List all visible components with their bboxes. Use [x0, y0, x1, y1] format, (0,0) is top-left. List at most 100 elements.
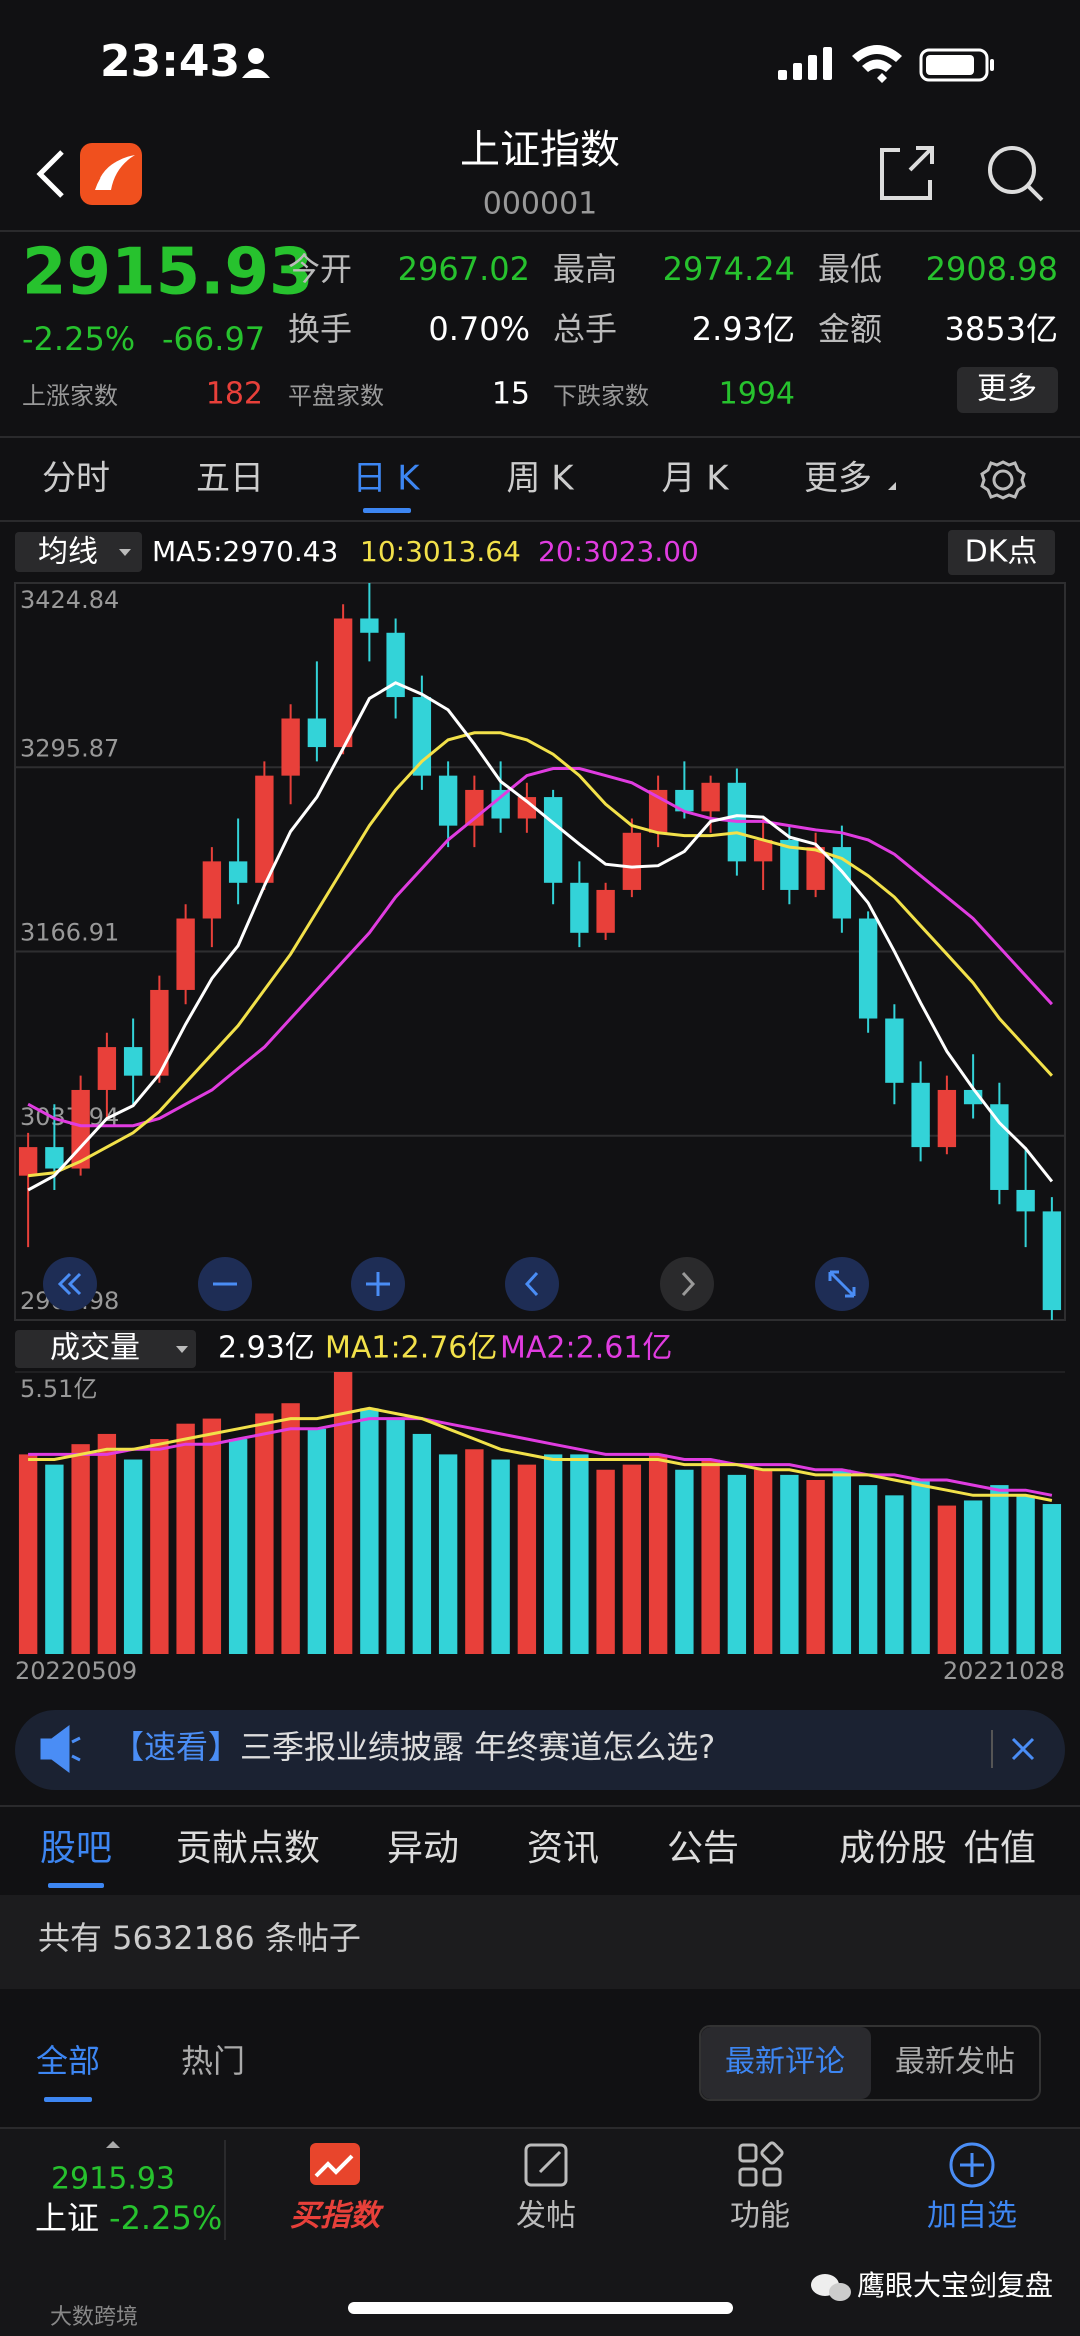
period-tab[interactable]: 日 K: [352, 459, 421, 499]
dk-button[interactable]: [948, 530, 1055, 575]
volume-bar: [438, 1454, 458, 1654]
period-tab[interactable]: 五日: [196, 459, 264, 499]
tab-underline: [48, 1883, 104, 1888]
section-tab[interactable]: 贡献点数: [176, 1828, 320, 1869]
nav-index-change: -2.25%: [109, 2199, 222, 2237]
dropdown-arrow: [176, 1346, 188, 1353]
candle-body: [543, 797, 563, 883]
section-tab[interactable]: 估值: [964, 1828, 1036, 1869]
section-tab[interactable]: 成份股: [839, 1828, 947, 1869]
prev[interactable]: [505, 1257, 559, 1311]
section-tab[interactable]: 股吧: [40, 1828, 112, 1869]
candle-body: [990, 1104, 1009, 1190]
volume-bar: [701, 1459, 720, 1654]
candle-body: [937, 1089, 957, 1148]
stat-label: 金额: [818, 310, 882, 348]
volume-bar: [491, 1459, 510, 1654]
volume-bar: [202, 1418, 222, 1654]
stat-label: 最高: [553, 250, 617, 288]
period-tab[interactable]: 分时: [42, 459, 110, 499]
section-tab[interactable]: 公告: [667, 1828, 739, 1869]
filter-tab[interactable]: 全部: [36, 2042, 100, 2080]
period-tab[interactable]: 月 K: [661, 459, 730, 499]
candle-body: [465, 789, 484, 826]
ma20-line: [27, 767, 1054, 1128]
filter-tab[interactable]: 热门: [181, 2042, 245, 2080]
news-banner[interactable]: [15, 1710, 1065, 1790]
period-tab[interactable]: 更多: [804, 459, 872, 499]
volume-bar: [97, 1433, 117, 1654]
more-button[interactable]: [957, 367, 1058, 413]
y-tick-label: 5.51亿: [20, 1375, 97, 1403]
banner-text[interactable]: 【速看】三季报业绩披露 年终赛道怎么选?: [112, 1728, 715, 1766]
volume-bar: [675, 1469, 694, 1654]
dropdown-arrow: [888, 482, 896, 490]
banner-title: 三季报业绩披露 年终赛道怎么选?: [240, 1728, 715, 1766]
y-tick-label: 3166.91: [20, 919, 119, 947]
volume-bar: [832, 1469, 852, 1654]
nav-item[interactable]: 发帖: [516, 2199, 576, 2234]
nav-item[interactable]: 加自选: [927, 2199, 1017, 2234]
sort-option[interactable]: 最新评论: [725, 2045, 845, 2080]
volume-bar: [648, 1454, 668, 1654]
ma10-line: [27, 731, 1054, 1178]
section-tab[interactable]: 资讯: [527, 1828, 599, 1869]
section-tab[interactable]: 异动: [387, 1828, 459, 1869]
candle-body: [228, 861, 248, 883]
share-button[interactable]: [880, 146, 934, 200]
close-banner[interactable]: [1011, 1737, 1035, 1761]
chart-controls: [43, 1257, 869, 1311]
volume-bar: [858, 1485, 878, 1654]
candle-body: [596, 889, 615, 933]
candle-body: [858, 918, 878, 1019]
dk-label[interactable]: DK点: [965, 535, 1038, 570]
stat-value: 3853亿: [945, 310, 1058, 348]
settings-button[interactable]: [980, 460, 1026, 500]
y-tick-label: 3424.84: [20, 586, 119, 614]
candle-body: [202, 861, 222, 919]
volume-bar: [911, 1479, 930, 1654]
home-indicator: [348, 2302, 733, 2314]
vol-ma2-line: [28, 1417, 1053, 1497]
more-label[interactable]: 更多: [977, 372, 1037, 407]
post-count-band: [0, 1895, 1080, 1989]
nav-price[interactable]: 2915.93: [51, 2162, 175, 2197]
volume-bar: [990, 1485, 1009, 1654]
candle-body: [911, 1082, 930, 1148]
volume-bar: [281, 1403, 300, 1654]
candle-body: [386, 632, 405, 698]
nav-item[interactable]: 买指数: [290, 2199, 384, 2234]
volume-bar: [18, 1454, 38, 1654]
ma-label: MA5:2970.43: [152, 535, 338, 568]
period-tab[interactable]: 周 K: [506, 459, 575, 499]
sort-selected: [701, 2027, 871, 2099]
indicator-label[interactable]: 均线: [38, 535, 98, 570]
header-title: 上证指数: [460, 127, 620, 173]
stat-value: 2974.24: [663, 250, 795, 288]
volume-ma1: MA1:2.76亿: [325, 1331, 497, 1366]
candle-body: [150, 989, 169, 1076]
candle-body: [281, 718, 300, 776]
volume-bar: [465, 1449, 484, 1654]
last-price: 2915.93: [22, 236, 314, 310]
candle-body: [622, 832, 642, 890]
megaphone-icon: [40, 1725, 81, 1773]
corner-mark: 大数跨境: [50, 2305, 138, 2330]
search-button[interactable]: [988, 146, 1044, 202]
nav-index[interactable]: 上证 -2.25%: [35, 2199, 222, 2237]
volume-select[interactable]: [15, 1330, 196, 1368]
candle-body: [438, 775, 458, 826]
vol-ma1-line: [28, 1406, 1053, 1502]
volume-indicator[interactable]: 成交量: [50, 1331, 140, 1366]
breadth-label: 平盘家数: [288, 382, 384, 410]
volume-bar: [517, 1464, 537, 1654]
back-button[interactable]: [36, 150, 64, 198]
end-date: 20221028: [943, 1657, 1065, 1685]
next[interactable]: [660, 1257, 714, 1311]
nav-item[interactable]: 功能: [730, 2199, 790, 2234]
sort-option[interactable]: 最新发帖: [895, 2045, 1015, 2080]
indicator-select[interactable]: [15, 532, 142, 572]
status-icons: [242, 45, 994, 83]
